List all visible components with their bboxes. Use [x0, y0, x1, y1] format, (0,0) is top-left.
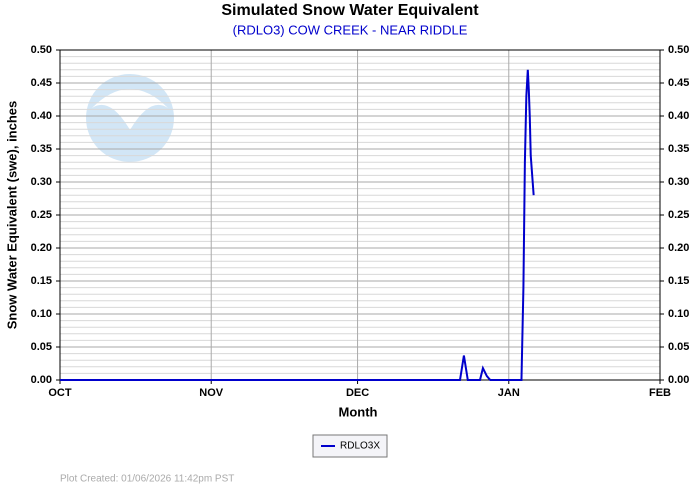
y-tick-label: 0.50	[31, 44, 52, 56]
legend-box	[312, 434, 388, 458]
series-line	[60, 69, 535, 381]
y-tick-label: 0.05	[31, 341, 52, 353]
chart-subtitle: (RDLO3) COW CREEK - NEAR RIDDLE	[233, 22, 468, 37]
y2-tick-label: 0.20	[668, 242, 689, 254]
y2-tick-label: 0.25	[668, 209, 689, 221]
y-tick-label: 0.40	[31, 110, 52, 122]
y2-tick-label: 0.45	[668, 77, 689, 89]
legend: RDLO3X	[312, 434, 388, 458]
y-tick-label: 0.35	[31, 143, 52, 155]
y-axis-title: Snow Water Equivalent (swe), inches	[4, 101, 19, 330]
y2-tick-label: 0.35	[668, 143, 689, 155]
plot-note: Plot Created: 01/06/2026 11:42pm PST	[60, 474, 234, 485]
y2-tick-label: 0.40	[668, 110, 689, 122]
y-tick-label: 0.15	[31, 275, 52, 287]
chart-title: Simulated Snow Water Equivalent	[221, 2, 479, 19]
y2-tick-label: 0.00	[668, 374, 689, 386]
x-tick-label: FEB	[649, 387, 671, 399]
y-tick-label: 0.45	[31, 77, 52, 89]
x-tick-label: OCT	[48, 387, 72, 399]
x-tick-label: NOV	[199, 387, 224, 399]
y2-tick-label: 0.15	[668, 275, 689, 287]
x-tick-label: DEC	[346, 387, 369, 399]
y2-tick-label: 0.10	[668, 308, 689, 320]
y-tick-label: 0.30	[31, 176, 52, 188]
x-tick-label: JAN	[498, 387, 520, 399]
y2-tick-label: 0.05	[668, 341, 689, 353]
y-tick-label: 0.25	[31, 209, 52, 221]
y-tick-label: 0.00	[31, 374, 52, 386]
y-tick-label: 0.20	[31, 242, 52, 254]
y2-tick-label: 0.50	[668, 44, 689, 56]
y2-tick-label: 0.30	[668, 176, 689, 188]
legend-label: RDLO3X	[340, 441, 380, 452]
x-axis-title: Month	[339, 404, 378, 419]
y-tick-label: 0.10	[31, 308, 52, 320]
